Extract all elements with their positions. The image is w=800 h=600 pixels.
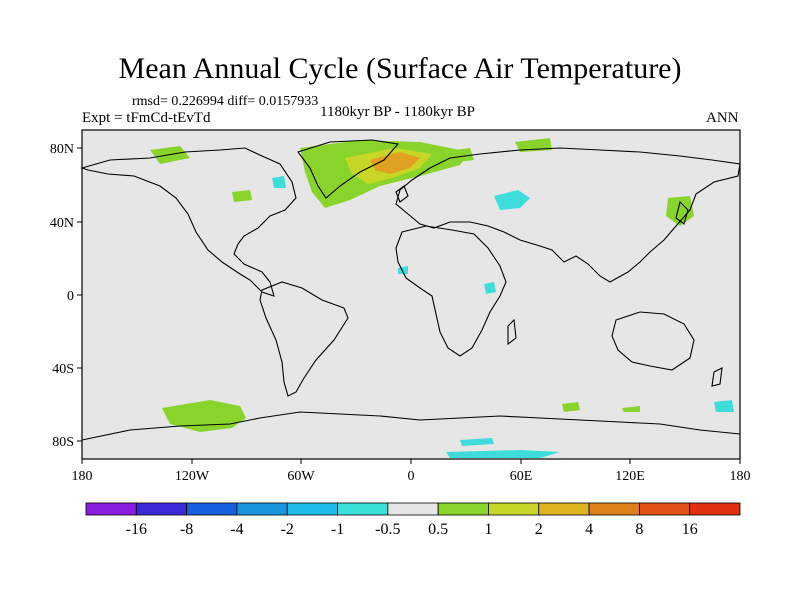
- australia-coastline: [611, 311, 695, 371]
- east-africa-cooling-patch: [484, 282, 496, 294]
- southern-ocean-cooling-patch-1: [446, 450, 560, 458]
- anomaly-patches: [150, 138, 734, 458]
- new-zealand-coastline: [711, 367, 723, 387]
- colorbar-swatch: [387, 502, 439, 516]
- x-tick-label: 0: [408, 469, 415, 484]
- axis-ticks: [77, 147, 741, 464]
- season-label: ANN: [706, 110, 739, 126]
- colorbar-label: -16: [126, 521, 147, 538]
- y-tick-label: 40S: [52, 362, 74, 377]
- colorbar-label: 4: [585, 521, 593, 538]
- colorbar-swatch: [488, 502, 540, 516]
- colorbar-swatch: [236, 502, 288, 516]
- colorbar-label: 0.5: [428, 521, 448, 538]
- antarctica-coastline: [81, 411, 741, 441]
- scandinavia-warming-patch: [455, 148, 474, 162]
- colorbar-label: -8: [180, 521, 193, 538]
- colorbar: -16 -8 -4 -2 -1 -0.5 0.5 1 2 4 8 16: [85, 502, 741, 538]
- period-label: 1180kyr BP - 1180kyr BP: [320, 104, 476, 120]
- africa-coastline: [395, 225, 507, 357]
- southern-ocean-cooling-patch-2: [460, 438, 494, 446]
- experiment-label: Expt = tFmCd-tEvTd: [82, 110, 211, 126]
- colorbar-label: -4: [230, 521, 243, 538]
- colorbar-swatch: [186, 502, 238, 516]
- colorbar-swatch: [135, 502, 188, 516]
- japan-warming-patch: [666, 196, 694, 226]
- south-america-coastline: [259, 281, 349, 397]
- colorbar-swatch: [437, 502, 489, 516]
- greenland-coastline: [297, 139, 400, 199]
- colorbar-label: 16: [682, 521, 698, 538]
- caspian-cooling-patch: [494, 190, 530, 210]
- uk-coastline: [395, 185, 409, 203]
- colorbar-label: -2: [281, 521, 294, 538]
- colorbar-label: -1: [331, 521, 344, 538]
- coastlines: [80, 139, 741, 441]
- colorbar-swatch: [638, 502, 691, 516]
- x-tick-label: 120W: [175, 469, 210, 484]
- southern-warming-patch-2: [622, 406, 640, 412]
- greenland-warming-high-patch: [370, 152, 420, 174]
- x-tick-label: 120E: [615, 469, 645, 484]
- southern-warming-patch-1: [562, 402, 580, 412]
- chart-title: Mean Annual Cycle (Surface Air Temperatu…: [118, 52, 682, 85]
- x-tick-label: 180: [730, 469, 751, 484]
- x-tick-label: 60E: [510, 469, 533, 484]
- canada-cooling-patch: [272, 176, 286, 188]
- y-tick-label: 80S: [52, 435, 74, 450]
- stats-label: rmsd= 0.226994 diff= 0.0157933: [132, 94, 319, 109]
- europe-asia-coastline: [395, 147, 741, 283]
- tasman-cooling-patch: [714, 400, 734, 412]
- x-tick-label: 180: [72, 469, 93, 484]
- colorbar-label: 1: [484, 521, 492, 538]
- y-tick-label: 80N: [50, 142, 74, 157]
- colorbar-label: -0.5: [375, 521, 400, 538]
- y-tick-label: 40N: [50, 216, 74, 231]
- japan-coastline: [675, 200, 689, 225]
- colorbar-label: 2: [535, 521, 543, 538]
- pacific-nw-warming-patch: [232, 190, 252, 202]
- colorbar-swatch: [538, 502, 590, 516]
- colorbar-swatch: [85, 502, 137, 516]
- y-tick-label: 0: [67, 289, 74, 304]
- colorbar-swatch: [689, 502, 741, 516]
- colorbar-swatch: [337, 502, 389, 516]
- x-tick-label: 60W: [287, 469, 315, 484]
- madagascar-coastline: [507, 318, 517, 346]
- colorbar-swatch: [588, 502, 640, 516]
- colorbar-swatch: [286, 502, 338, 516]
- colorbar-label: 8: [635, 521, 643, 538]
- north-america-coastline: [80, 147, 297, 297]
